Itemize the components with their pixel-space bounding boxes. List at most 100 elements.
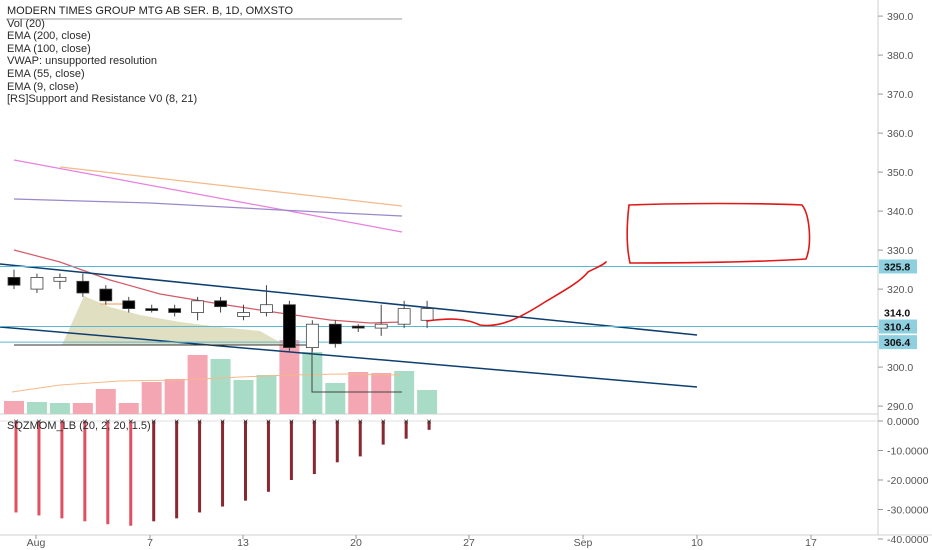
squeeze-dot: ✕ bbox=[243, 419, 249, 426]
momentum-bar bbox=[175, 421, 179, 519]
squeeze-dot: ✕ bbox=[59, 419, 65, 426]
momentum-bar bbox=[358, 421, 362, 457]
time-tick-label: 17 bbox=[805, 537, 817, 549]
drawn-curve[interactable] bbox=[426, 261, 607, 327]
time-tick-label: 13 bbox=[237, 537, 249, 549]
candle bbox=[122, 296, 136, 313]
ema-55-line bbox=[13, 198, 403, 217]
volume-bar bbox=[4, 401, 24, 414]
momentum-bar bbox=[335, 421, 339, 463]
volume-bar bbox=[118, 403, 139, 414]
legend-line-vol[interactable]: Vol (20) bbox=[7, 17, 45, 30]
candle-body bbox=[351, 325, 365, 329]
support-resistance-zone bbox=[62, 296, 283, 345]
volume-bar bbox=[233, 380, 254, 414]
candle-body bbox=[122, 300, 136, 309]
candle-body bbox=[30, 276, 44, 290]
legend-line-sr[interactable]: [RS]Support and Resistance V0 (8, 21) bbox=[7, 93, 198, 106]
momentum-bar bbox=[427, 421, 431, 430]
lower-trend-line bbox=[0, 326, 698, 388]
volume-bar bbox=[394, 371, 415, 414]
momentum-bar bbox=[106, 421, 110, 525]
support-resistance-lines bbox=[0, 265, 878, 393]
candle-body bbox=[397, 308, 411, 325]
oscillator-axis-ticks: 0.0000 -10.0000 -20.0000 -30.0000 -40.0000 bbox=[878, 416, 929, 546]
squeeze-dot: ✕ bbox=[426, 419, 432, 426]
oscillator-tick-label: -10.0000 bbox=[887, 446, 929, 458]
candle bbox=[99, 285, 113, 305]
time-tick-label: 27 bbox=[463, 537, 475, 549]
momentum-bar bbox=[289, 421, 293, 480]
time-tick-label: Sep bbox=[574, 537, 593, 549]
volume-ma-line bbox=[11, 373, 401, 393]
squeeze-dot: ✕ bbox=[357, 419, 363, 426]
time-tick-label: 10 bbox=[691, 537, 703, 549]
legend-line-ema9[interactable]: EMA (9, close) bbox=[7, 80, 79, 93]
squeeze-momentum-bars: ✕ ✕ ✕ ✕ ✕ ✕ ✕ ✕ ✕ ✕ ✕ ✕ ✕ ✕ ✕ ✕ ✕ ✕ ✕ bbox=[0, 419, 878, 526]
candle bbox=[260, 285, 273, 317]
time-axis-ticks: Aug 7 13 20 27 Sep 10 17 bbox=[27, 535, 817, 549]
candle bbox=[30, 273, 44, 293]
candle bbox=[168, 304, 182, 317]
candle-body bbox=[168, 308, 182, 313]
legend-line-ema100[interactable]: EMA (100, close) bbox=[7, 42, 91, 55]
momentum-bar bbox=[152, 421, 156, 522]
time-tick-label: 20 bbox=[350, 537, 362, 549]
candle bbox=[145, 304, 159, 313]
level-price-label-bg bbox=[879, 335, 917, 350]
candle bbox=[237, 304, 250, 321]
candle-body bbox=[7, 276, 21, 286]
price-tick-label: 370.0 bbox=[887, 89, 913, 101]
momentum-bar bbox=[37, 421, 41, 516]
candle-body bbox=[53, 276, 67, 282]
drawn-target-box[interactable] bbox=[626, 202, 811, 264]
squeeze-dot: ✕ bbox=[380, 419, 386, 426]
volume-bar bbox=[164, 379, 185, 414]
squeeze-dot: ✕ bbox=[128, 419, 134, 426]
candle-body bbox=[420, 308, 434, 321]
candle-body bbox=[214, 300, 227, 308]
indicator-legend: MODERN TIMES GROUP MTG AB SER. B, 1D, OM… bbox=[7, 5, 293, 106]
volume-bar bbox=[256, 375, 277, 414]
candle bbox=[420, 300, 434, 329]
candle-body bbox=[305, 323, 319, 349]
oscillator-tick-label: 0.0000 bbox=[887, 416, 919, 428]
momentum-bar bbox=[14, 421, 18, 513]
legend-line-ema55[interactable]: EMA (55, close) bbox=[7, 67, 85, 80]
candle bbox=[7, 269, 21, 290]
candle bbox=[374, 304, 388, 336]
momentum-bar bbox=[381, 421, 385, 445]
volume-bar bbox=[371, 373, 392, 414]
legend-line-ema200[interactable]: EMA (200, close) bbox=[7, 30, 91, 43]
candle bbox=[305, 320, 319, 352]
volume-bar bbox=[95, 389, 116, 414]
level-price-label-bg bbox=[879, 259, 917, 274]
squeeze-dot: ✕ bbox=[288, 419, 294, 426]
legend-line-vwap[interactable]: VWAP: unsupported resolution bbox=[7, 55, 158, 68]
squeeze-dot: ✕ bbox=[36, 419, 42, 426]
oscillator-tick-label: -40.0000 bbox=[887, 534, 929, 546]
price-tick-label: 380.0 bbox=[887, 50, 913, 62]
candle-body bbox=[145, 308, 159, 311]
candle-body bbox=[260, 304, 273, 313]
upper-trend-line bbox=[0, 263, 698, 336]
support-step-line bbox=[311, 345, 402, 393]
momentum-bar bbox=[404, 421, 408, 439]
volume-bar bbox=[187, 355, 208, 414]
candle bbox=[214, 296, 227, 313]
oscillator-label[interactable]: SQZMOM_LB (20, 2, 20, 1.5) bbox=[7, 420, 151, 432]
momentum-bar bbox=[312, 421, 316, 475]
squeeze-dot: ✕ bbox=[82, 419, 88, 426]
time-tick-label: 7 bbox=[147, 537, 153, 549]
hand-drawing bbox=[426, 202, 811, 327]
price-tick-label: 320.0 bbox=[887, 284, 913, 296]
candle bbox=[282, 300, 296, 352]
trend-lines bbox=[0, 263, 698, 388]
price-tick-label: 390.0 bbox=[887, 11, 913, 23]
squeeze-dot: ✕ bbox=[105, 419, 111, 426]
candle-body bbox=[76, 280, 90, 294]
volume-bar bbox=[210, 359, 231, 414]
current-price-label-bg bbox=[879, 305, 917, 320]
